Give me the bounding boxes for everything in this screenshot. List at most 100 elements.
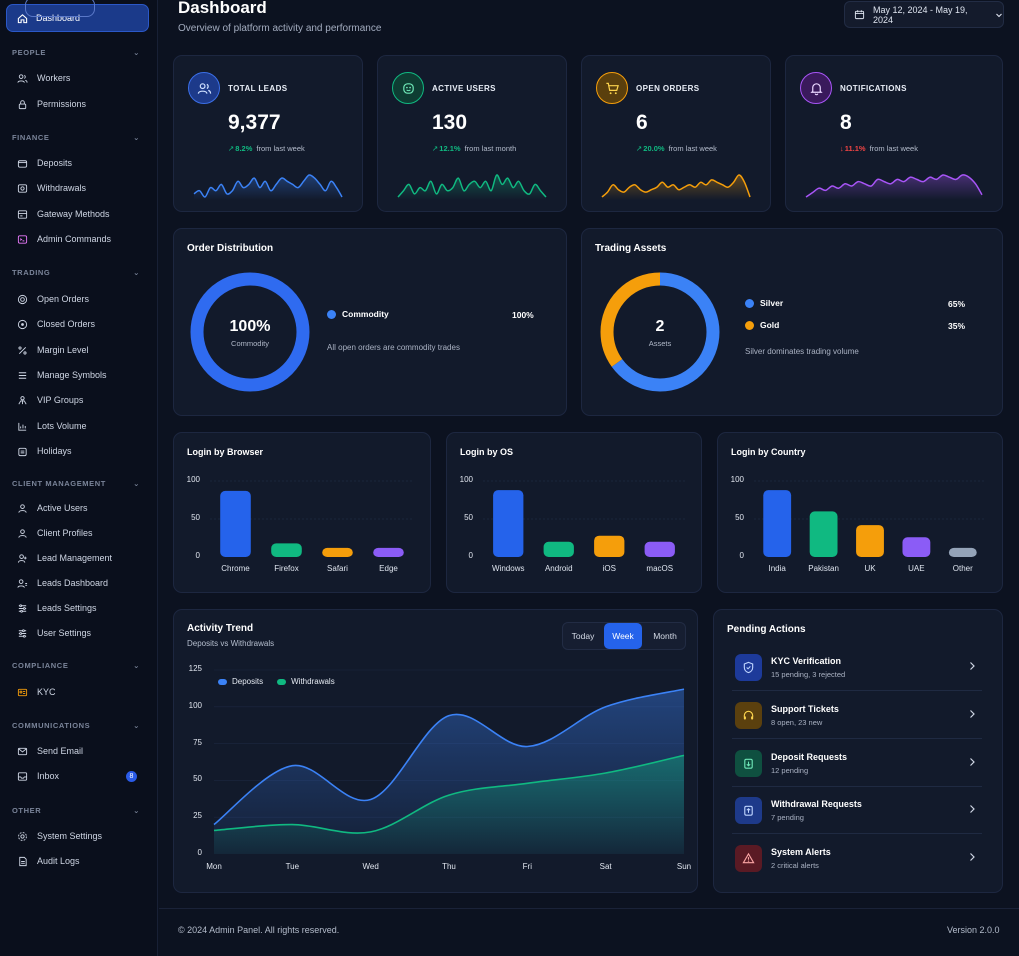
sidebar-section-finance[interactable]: FINANCE ⌄	[12, 133, 140, 142]
sidebar-item-holidays[interactable]: Holidays	[16, 445, 72, 457]
withdraw-icon	[16, 182, 28, 194]
y-tick-label: 50	[191, 513, 200, 522]
stat-card-total-leads[interactable]: TOTAL LEADS 9,377 ↗ 8.2% from last week	[173, 55, 363, 212]
sidebar-item-label: KYC	[37, 687, 56, 697]
sparkline-total-leads	[193, 174, 343, 200]
card-title: Pending Actions	[727, 624, 806, 635]
sidebar-item-label: Workers	[37, 73, 71, 83]
login-by-browser-card: Login by Browser 100 50 0 Chrome Firefox Safa…	[173, 432, 431, 593]
sidebar-item-client-profiles[interactable]: Client Profiles	[16, 527, 93, 539]
sidebar-item-vip-groups[interactable]: VIP Groups	[16, 394, 83, 406]
activity-trend-chart	[213, 669, 685, 854]
x-tick-label: Windows	[492, 564, 525, 573]
sidebar-item-label: Inbox	[37, 771, 60, 781]
chart-note: Silver dominates trading volume	[745, 347, 859, 356]
sidebar-section-other[interactable]: OTHER ⌄	[12, 806, 140, 815]
y-tick-label: 50	[193, 774, 202, 784]
sidebar-section-trading[interactable]: TRADING ⌄	[12, 268, 140, 277]
legend-label: Silver	[760, 298, 784, 308]
sidebar-section-communications[interactable]: COMMUNICATIONS ⌄	[12, 721, 140, 730]
wallet-icon	[16, 157, 28, 169]
x-tick-label: Safari	[327, 564, 348, 573]
trend-up-icon: ↗	[228, 144, 235, 153]
stat-card-active-users[interactable]: ACTIVE USERS 130 ↗ 12.1% from last month	[377, 55, 567, 212]
sidebar-section-compliance[interactable]: COMPLIANCE ⌄	[12, 661, 140, 670]
sidebar-item-kyc[interactable]: KYC	[16, 686, 56, 698]
pending-item-kyc-verification[interactable]: KYC Verification 15 pending, 3 rejected	[728, 646, 986, 691]
y-tick-label: 100	[459, 475, 473, 484]
sidebar-section-people[interactable]: PEOPLE ⌄	[12, 48, 140, 57]
donut-segment-commodity	[190, 272, 310, 392]
tab-today[interactable]: Today	[571, 631, 595, 641]
stat-change: ↗ 20.0% from last week	[636, 144, 717, 153]
sidebar-item-deposits[interactable]: Deposits	[16, 157, 72, 169]
bar-firefox	[271, 543, 302, 557]
x-tick-label: Edge	[379, 564, 398, 573]
stat-card-open-orders[interactable]: OPEN ORDERS 6 ↗ 20.0% from last week	[581, 55, 771, 212]
pending-item-support-tickets[interactable]: Support Tickets 8 open, 23 new	[728, 694, 986, 739]
calendar-icon	[16, 445, 28, 457]
sidebar-item-withdrawals[interactable]: Withdrawals	[16, 182, 86, 194]
sidebar-item-lead-management[interactable]: Lead Management	[16, 552, 112, 564]
sidebar-item-user-settings[interactable]: User Settings	[16, 627, 91, 639]
sidebar-section-client-management[interactable]: CLIENT MANAGEMENT ⌄	[12, 479, 140, 488]
section-title: OTHER	[12, 806, 42, 815]
sidebar-item-label: Deposits	[37, 158, 73, 168]
sidebar-item-permissions[interactable]: Permissions	[16, 98, 86, 110]
section-title: COMMUNICATIONS	[12, 721, 91, 730]
stat-value: 8	[840, 111, 852, 134]
sidebar-item-admin-commands[interactable]: Admin Commands	[16, 233, 111, 245]
date-range-picker[interactable]: May 12, 2024 - May 19, 2024	[844, 1, 1004, 28]
sidebar-item-workers[interactable]: Workers	[16, 72, 70, 84]
sidebar-item-leads-settings[interactable]: Leads Settings	[16, 602, 97, 614]
sidebar-item-system-settings[interactable]: System Settings	[16, 830, 102, 842]
card-title: Order Distribution	[187, 243, 274, 254]
legend-item-gold: Gold	[745, 320, 779, 330]
pending-item-system-alerts[interactable]: System Alerts 2 critical alerts	[728, 837, 986, 882]
sidebar-item-closed-orders[interactable]: Closed Orders	[16, 318, 95, 330]
x-tick-label: Tue	[285, 862, 300, 871]
sidebar-item-active-users[interactable]: Active Users	[16, 502, 88, 514]
sidebar-item-inbox[interactable]: Inbox	[16, 770, 59, 782]
pending-item-title: Withdrawal Requests	[771, 799, 862, 809]
tab-week[interactable]: Week	[604, 623, 642, 649]
chart-note: All open orders are commodity trades	[327, 343, 460, 352]
sidebar: Dashboard PEOPLE ⌄ Workers Permissions FI…	[0, 0, 158, 956]
stat-card-notifications[interactable]: NOTIFICATIONS 8 ↓ 11.1% from last week	[785, 55, 1003, 212]
sidebar-item-send-email[interactable]: Send Email	[16, 745, 83, 757]
pending-item-deposit-requests[interactable]: Deposit Requests 12 pending	[728, 742, 986, 787]
sidebar-item-label: Withdrawals	[37, 183, 87, 193]
area-withdrawals	[214, 755, 684, 854]
sidebar-item-manage-symbols[interactable]: Manage Symbols	[16, 369, 107, 381]
sidebar-item-open-orders[interactable]: Open Orders	[16, 293, 89, 305]
legend-dot	[745, 298, 754, 308]
section-title: COMPLIANCE	[12, 661, 69, 670]
footer-version: Version 2.0.0	[947, 925, 1000, 935]
calendar-icon	[854, 9, 865, 20]
sidebar-item-label: Open Orders	[37, 294, 90, 304]
sidebar-item-label: VIP Groups	[37, 395, 84, 405]
legend-item-commodity: Commodity	[327, 309, 389, 319]
order-distribution-donut	[190, 272, 310, 392]
stat-change-period: from last week	[668, 144, 717, 153]
sidebar-item-audit-logs[interactable]: Audit Logs	[16, 855, 80, 867]
x-tick-label: Sun	[676, 862, 692, 871]
inbox-count-badge: 8	[126, 771, 137, 782]
stat-label: ACTIVE USERS	[432, 84, 496, 93]
pending-item-withdrawal-requests[interactable]: Withdrawal Requests 7 pending	[728, 789, 986, 834]
donut-center: 2 Assets	[610, 318, 710, 348]
sidebar-item-lots-volume[interactable]: Lots Volume	[16, 420, 87, 432]
chevron-right-icon	[970, 662, 975, 670]
chevron-down-icon: ⌄	[133, 479, 140, 488]
sidebar-item-leads-dashboard[interactable]: Leads Dashboard	[16, 577, 108, 589]
chevron-down-icon	[995, 11, 1003, 19]
footer-divider	[159, 908, 1019, 909]
sidebar-item-label: Holidays	[37, 446, 72, 456]
chevron-right-icon	[970, 710, 975, 718]
pending-item-title: Deposit Requests	[771, 752, 848, 762]
sidebar-item-dashboard[interactable]: Dashboard	[6, 0, 149, 32]
sidebar-item-gateway-methods[interactable]: Gateway Methods	[16, 208, 110, 220]
sidebar-item-margin-level[interactable]: Margin Level	[16, 344, 89, 356]
home-icon	[17, 13, 28, 24]
tab-month[interactable]: Month	[653, 631, 677, 641]
